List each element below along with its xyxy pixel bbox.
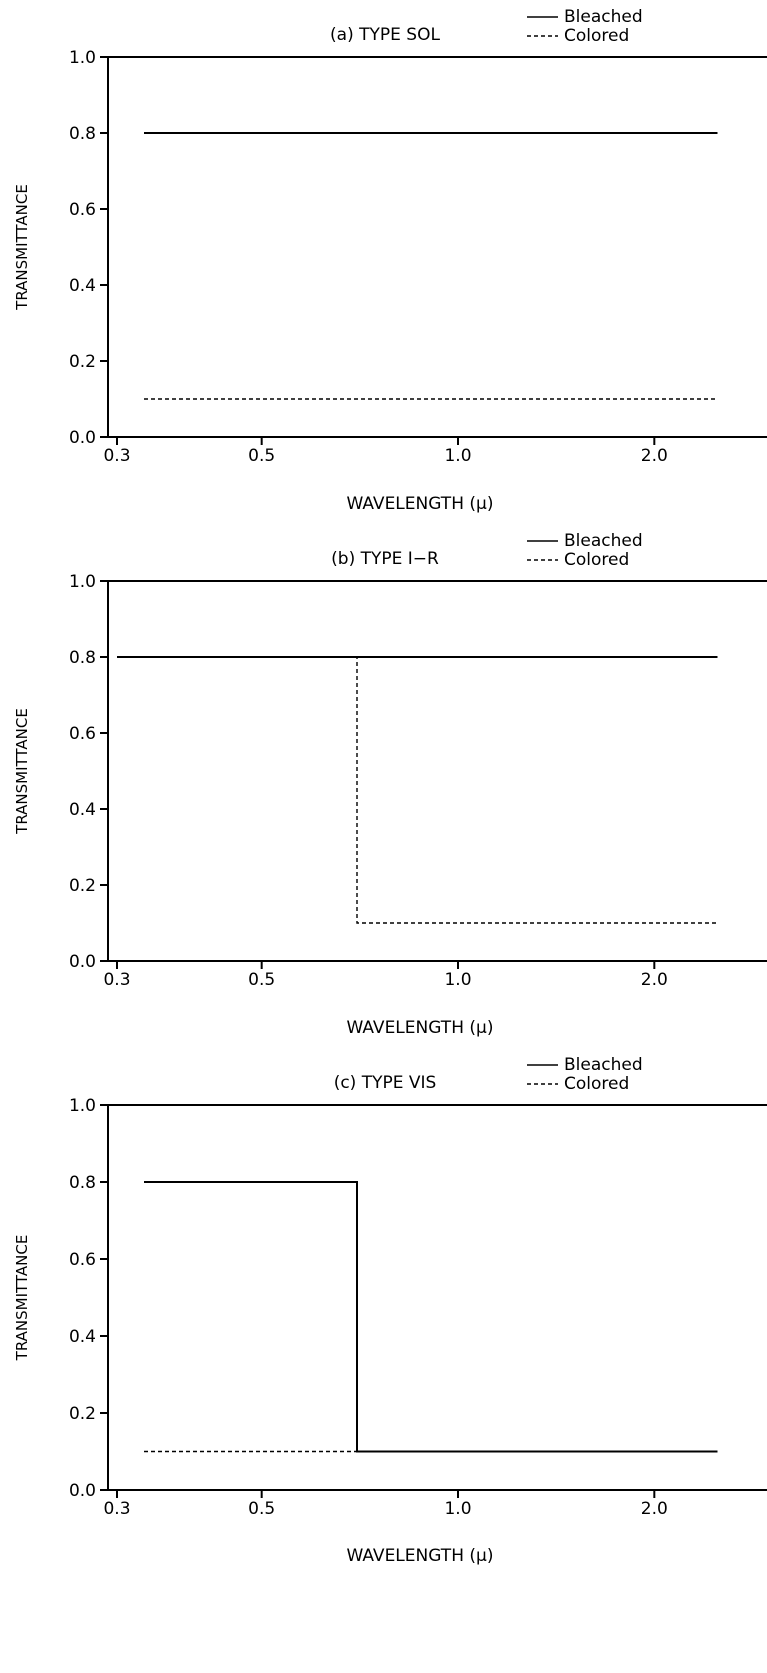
chart-panel-2: 0.0 0.2 0.4 0.6 0.8 1.0 0.3 0.5 1.0 2.0 WAVELENGTH… bbox=[13, 531, 767, 1038]
x-tick-label: 0.3 bbox=[103, 1499, 130, 1519]
y-tick-label: 0.2 bbox=[69, 352, 96, 372]
x-tick-label: 0.5 bbox=[248, 1499, 275, 1519]
y-tick-label: 1.0 bbox=[69, 48, 96, 68]
x-tick-label: 0.3 bbox=[103, 970, 130, 990]
y-tick-label: 0.0 bbox=[69, 428, 96, 448]
legend-label-colored: Colored bbox=[564, 26, 629, 46]
chart-panel-3: 0.0 0.2 0.4 0.6 0.8 1.0 0.3 0.5 1.0 2.0 WAVELENGTH… bbox=[13, 1055, 767, 1566]
x-tick-label: 1.0 bbox=[444, 970, 471, 990]
y-tick-label: 0.0 bbox=[69, 1481, 96, 1501]
x-tick-label: 0.3 bbox=[103, 446, 130, 466]
x-tick-label: 1.0 bbox=[444, 446, 471, 466]
series-line-colored bbox=[117, 656, 718, 924]
y-tick-label: 0.8 bbox=[69, 124, 96, 144]
legend-label-bleached: Bleached bbox=[564, 7, 643, 27]
y-tick-label: 0.0 bbox=[69, 952, 96, 972]
legend-label-colored: Colored bbox=[564, 550, 629, 570]
chart-title: (c) TYPE VIS bbox=[334, 1073, 437, 1093]
y-tick-label: 0.6 bbox=[69, 1250, 96, 1270]
y-tick-label: 1.0 bbox=[69, 572, 96, 592]
chart-title: (b) TYPE I−R bbox=[331, 549, 439, 569]
x-axis-label: WAVELENGTH (μ) bbox=[347, 494, 494, 514]
x-axis-label: WAVELENGTH (μ) bbox=[347, 1018, 494, 1038]
y-tick-label: 0.8 bbox=[69, 1173, 96, 1193]
x-axis-label: WAVELENGTH (μ) bbox=[347, 1546, 494, 1566]
y-tick-label: 0.8 bbox=[69, 648, 96, 668]
x-tick-label: 2.0 bbox=[641, 446, 668, 466]
x-tick-label: 0.5 bbox=[248, 446, 275, 466]
x-tick-label: 2.0 bbox=[641, 1499, 668, 1519]
y-tick-label: 0.6 bbox=[69, 200, 96, 220]
y-tick-label: 0.4 bbox=[69, 1327, 96, 1347]
y-tick-label: 0.4 bbox=[69, 800, 96, 820]
y-axis-label: TRANSMITTANCE bbox=[13, 184, 31, 311]
y-tick-label: 0.4 bbox=[69, 276, 96, 296]
chart-panel-1: 0.0 0.2 0.4 0.6 0.8 1.0 0.3 0.5 1.0 2.0 WAVELENGTH… bbox=[13, 7, 767, 514]
legend-label-bleached: Bleached bbox=[564, 531, 643, 551]
series-line-bleached bbox=[144, 1181, 718, 1453]
chart-title: (a) TYPE SOL bbox=[330, 25, 440, 45]
y-tick-label: 1.0 bbox=[69, 1096, 96, 1116]
x-tick-label: 0.5 bbox=[248, 970, 275, 990]
y-tick-label: 0.2 bbox=[69, 876, 96, 896]
x-tick-label: 2.0 bbox=[641, 970, 668, 990]
y-tick-label: 0.2 bbox=[69, 1404, 96, 1424]
y-tick-label: 0.6 bbox=[69, 724, 96, 744]
x-tick-label: 1.0 bbox=[444, 1499, 471, 1519]
y-axis-label: TRANSMITTANCE bbox=[13, 1235, 31, 1362]
legend-label-bleached: Bleached bbox=[564, 1055, 643, 1075]
legend-label-colored: Colored bbox=[564, 1074, 629, 1094]
y-axis-label: TRANSMITTANCE bbox=[13, 708, 31, 835]
